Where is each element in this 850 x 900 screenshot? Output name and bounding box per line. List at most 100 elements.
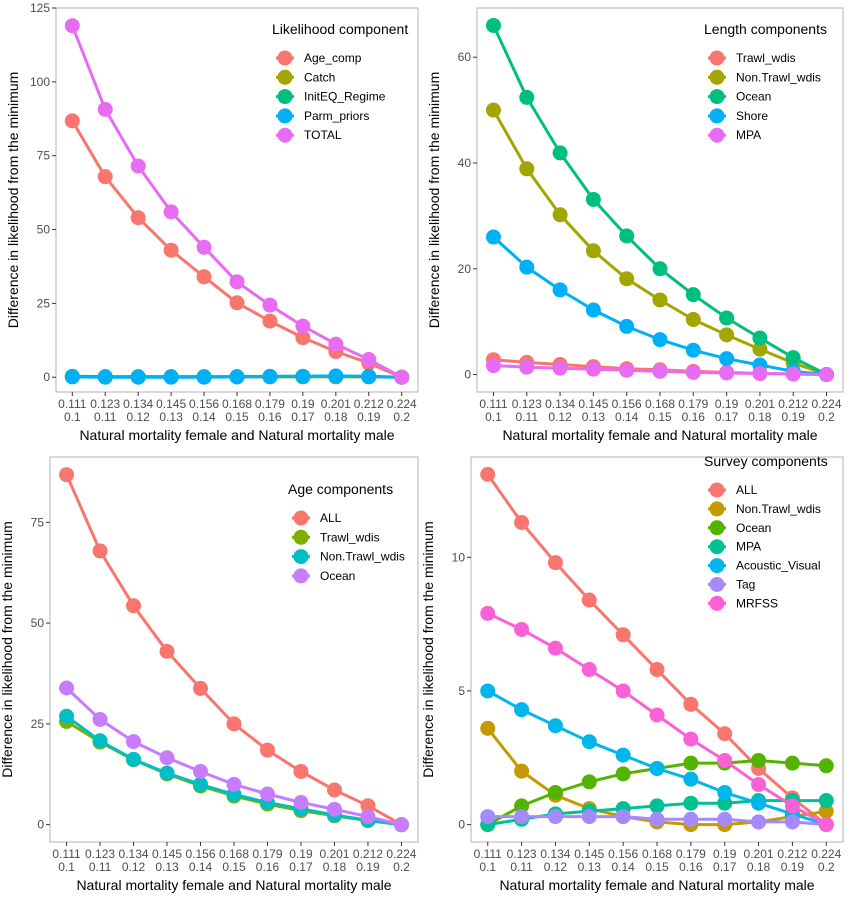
- x-tick-label-sub: 0.15: [645, 860, 669, 874]
- legend-item: Catch: [276, 69, 335, 85]
- chart-panel-2: 02040600.1110.10.1230.110.1340.120.1450.…: [426, 7, 844, 443]
- legend-item: Trawl_wdis: [708, 50, 796, 66]
- data-point: [126, 734, 142, 750]
- data-point: [193, 680, 209, 696]
- legend-key: [709, 50, 725, 66]
- x-tick-label-sub: 0.12: [544, 860, 568, 874]
- data-point: [293, 763, 309, 779]
- legend-key: [277, 69, 293, 85]
- x-tick-label: 0.134: [545, 397, 575, 411]
- legend-key: [709, 108, 725, 124]
- data-point: [480, 809, 496, 825]
- series-Age_comp: [64, 113, 410, 385]
- data-point: [361, 352, 377, 368]
- data-point: [97, 101, 113, 117]
- x-axis-title: Natural mortality female and Natural mor…: [76, 877, 391, 893]
- legend-label: Non.Trawl_wdis: [736, 502, 821, 516]
- x-tick-label-sub: 0.2: [818, 860, 835, 874]
- legend-label: ALL: [736, 483, 758, 497]
- data-point: [226, 716, 242, 732]
- y-axis: 0 25 50 75 100 125: [30, 1, 56, 384]
- legend-label: MRFSS: [736, 596, 778, 610]
- data-point: [92, 711, 108, 727]
- x-tick-label-sub: 0.17: [291, 410, 315, 424]
- data-point: [196, 239, 212, 255]
- data-point: [818, 793, 834, 809]
- data-point: [159, 643, 175, 659]
- legend-item: Non.Trawl_wdis: [292, 549, 405, 565]
- legend-label: Age_comp: [304, 51, 362, 65]
- legend-key: [277, 127, 293, 143]
- x-tick-label: 0.156: [608, 847, 638, 861]
- data-point: [552, 207, 568, 223]
- legend-item: Ocean: [708, 520, 771, 536]
- data-point: [652, 332, 668, 348]
- data-point: [326, 801, 342, 817]
- data-point: [229, 369, 245, 385]
- x-tick-label-sub: 0.12: [126, 410, 150, 424]
- legend-label: Ocean: [736, 90, 771, 104]
- x-tick-label-sub: 0.13: [159, 410, 183, 424]
- data-point: [685, 287, 701, 303]
- data-point: [547, 809, 563, 825]
- data-point: [393, 817, 409, 833]
- x-tick-label: 0.123: [90, 397, 120, 411]
- data-point: [683, 755, 699, 771]
- x-tick-label: 0.145: [574, 847, 604, 861]
- data-point: [784, 814, 800, 830]
- data-point: [97, 369, 113, 385]
- chart-panel-1: 02550751001250.1110.10.1230.110.1340.120…: [5, 1, 419, 443]
- data-point: [819, 367, 835, 383]
- x-tick-label: 0.168: [219, 847, 249, 861]
- data-point: [229, 274, 245, 290]
- x-tick-label-sub: 0.13: [582, 410, 606, 424]
- x-tick-label: 0.156: [189, 397, 219, 411]
- data-point: [818, 803, 834, 819]
- data-point: [652, 363, 668, 379]
- x-tick-label-sub: 0.15: [225, 410, 249, 424]
- data-point: [193, 763, 209, 779]
- legend-key: [709, 520, 725, 536]
- data-point: [585, 361, 601, 377]
- legend-item: Parm_priors: [276, 108, 369, 124]
- y-axis: 0 5 10: [452, 550, 471, 832]
- data-point: [64, 18, 80, 34]
- legend-item: MPA: [708, 539, 761, 555]
- y-axis-title: Difference in likelihood from the minimu…: [420, 521, 436, 778]
- data-point: [59, 708, 75, 724]
- x-tick-label: 0.224: [386, 847, 416, 861]
- x-tick-label: 0.168: [645, 397, 675, 411]
- data-point: [581, 774, 597, 790]
- data-point: [92, 733, 108, 749]
- data-point: [685, 342, 701, 358]
- x-tick-label: 0.201: [321, 397, 351, 411]
- data-point: [514, 809, 530, 825]
- legend-key: [709, 482, 725, 498]
- y-tick-label: 75: [37, 149, 51, 163]
- legend-item: ALL: [292, 510, 342, 526]
- x-tick-label-sub: 0.14: [189, 860, 213, 874]
- data-point: [683, 771, 699, 787]
- data-point: [328, 368, 344, 384]
- data-point: [328, 336, 344, 352]
- x-tick-label: 0.111: [58, 397, 87, 411]
- data-point: [295, 330, 311, 346]
- legend-item: Acoustic_Visual: [708, 558, 821, 574]
- data-point: [615, 766, 631, 782]
- data-point: [514, 515, 530, 531]
- data-point: [259, 742, 275, 758]
- y-tick-label: 20: [458, 262, 472, 276]
- x-tick-label: 0.19: [291, 397, 315, 411]
- data-point: [229, 295, 245, 311]
- chart-panel-3: 02550750.1110.10.1230.110.1340.120.1450.…: [0, 456, 419, 893]
- data-point: [752, 365, 768, 381]
- y-tick-label: 0: [464, 368, 471, 382]
- legend: Likelihood component Age_comp Catch InitEQ_…: [272, 21, 408, 143]
- data-point: [196, 269, 212, 285]
- legend-item: Ocean: [292, 568, 355, 584]
- data-point: [719, 365, 735, 381]
- data-point: [59, 467, 75, 483]
- legend-label: Tag: [736, 578, 755, 592]
